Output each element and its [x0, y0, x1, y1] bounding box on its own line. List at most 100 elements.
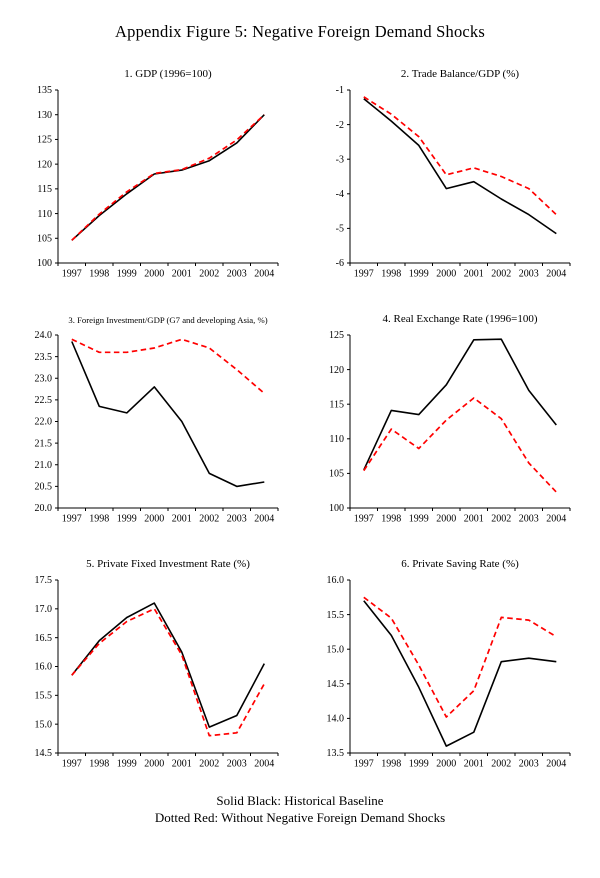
chart-grid: 1. GDP (1996=100) 100 105 110 115 120 125 130 1…: [0, 68, 600, 771]
svg-text:2003: 2003: [519, 514, 539, 525]
chart-real-exchange-rate: 4. Real Exchange Rate (1996=100) 100 105 1…: [312, 313, 580, 526]
svg-text:2004: 2004: [546, 759, 566, 770]
svg-text:2002: 2002: [199, 269, 219, 280]
svg-text:1998: 1998: [381, 269, 401, 280]
svg-text:2002: 2002: [491, 514, 511, 525]
svg-text:1997: 1997: [354, 269, 374, 280]
svg-text:105: 105: [37, 233, 52, 244]
svg-text:2003: 2003: [227, 514, 247, 525]
svg-text:2000: 2000: [436, 269, 456, 280]
svg-text:105: 105: [329, 469, 344, 480]
svg-text:120: 120: [37, 159, 52, 170]
chart-trade-balance: 2. Trade Balance/GDP (%) -6 -5 -4 -3 -2 -1 199…: [312, 68, 580, 281]
svg-text:-4: -4: [336, 189, 344, 200]
svg-text:1997: 1997: [62, 269, 82, 280]
svg-text:2002: 2002: [491, 269, 511, 280]
svg-text:2000: 2000: [144, 759, 164, 770]
legend-baseline-label: Solid Black: Historical Baseline: [216, 793, 384, 808]
chart-private-saving-plot: 13.5 14.0 14.5 15.0 15.5 16.0 1997 1998 1999 2000…: [327, 575, 571, 770]
svg-text:1998: 1998: [89, 514, 109, 525]
svg-text:22.0: 22.0: [35, 417, 53, 428]
svg-text:2003: 2003: [519, 759, 539, 770]
svg-text:2002: 2002: [199, 759, 219, 770]
legend-counterfactual-label: Dotted Red: Without Negative Foreign Dem…: [154, 809, 446, 825]
svg-text:1998: 1998: [381, 514, 401, 525]
svg-text:115: 115: [37, 184, 52, 195]
figure-page: Appendix Figure 5: Negative Foreign Dema…: [0, 22, 600, 878]
svg-text:21.5: 21.5: [35, 438, 53, 449]
svg-text:2000: 2000: [436, 514, 456, 525]
svg-text:130: 130: [37, 110, 52, 121]
svg-text:15.0: 15.0: [35, 719, 53, 730]
svg-text:2004: 2004: [254, 759, 274, 770]
svg-text:22.5: 22.5: [35, 395, 53, 406]
svg-text:1999: 1999: [117, 514, 137, 525]
svg-text:-5: -5: [336, 224, 344, 235]
chart-real-exchange-rate-plot: 100 105 110 115 120 125 1997 1998 1999 2000 2001 20…: [329, 330, 571, 525]
svg-text:23.0: 23.0: [35, 373, 53, 384]
chart-private-saving: 6. Private Saving Rate (%) 13.5 14.0 14.5 1…: [312, 558, 580, 771]
svg-text:2004: 2004: [254, 269, 274, 280]
svg-text:16.0: 16.0: [35, 662, 53, 673]
svg-text:-2: -2: [336, 120, 344, 131]
svg-text:1998: 1998: [381, 759, 401, 770]
svg-text:14.0: 14.0: [327, 714, 345, 725]
svg-text:1998: 1998: [89, 759, 109, 770]
svg-text:1998: 1998: [89, 269, 109, 280]
svg-text:21.0: 21.0: [35, 460, 53, 471]
svg-text:16.5: 16.5: [35, 633, 53, 644]
svg-text:2004: 2004: [546, 269, 566, 280]
svg-text:2003: 2003: [227, 759, 247, 770]
chart-gdp-title: 1. GDP (1996=100): [124, 68, 212, 80]
chart-real-exchange-rate-title: 4. Real Exchange Rate (1996=100): [382, 313, 538, 325]
chart-trade-balance-title: 2. Trade Balance/GDP (%): [400, 68, 520, 80]
svg-text:115: 115: [329, 399, 344, 410]
svg-text:110: 110: [329, 434, 344, 445]
svg-text:2001: 2001: [172, 759, 192, 770]
figure-title: Appendix Figure 5: Negative Foreign Dema…: [115, 22, 485, 41]
chart-trade-balance-plot: -6 -5 -4 -3 -2 -1 1997 1998 1999 2000 2001 2002 2003…: [336, 85, 571, 280]
chart-private-saving-title: 6. Private Saving Rate (%): [401, 558, 519, 570]
chart-private-fixed-investment-plot: 14.5 15.0 15.5 16.0 16.5 17.0 17.5 1997 1998 1999…: [35, 575, 279, 770]
chart-foreign-investment: 3. Foreign Investment/GDP (G7 and develo…: [20, 313, 288, 526]
svg-text:2003: 2003: [227, 269, 247, 280]
svg-text:23.5: 23.5: [35, 352, 53, 363]
svg-text:14.5: 14.5: [35, 748, 53, 759]
svg-text:2000: 2000: [144, 269, 164, 280]
svg-text:125: 125: [329, 330, 344, 341]
svg-text:14.5: 14.5: [327, 679, 345, 690]
svg-text:1999: 1999: [117, 269, 137, 280]
svg-text:2002: 2002: [491, 759, 511, 770]
svg-text:2002: 2002: [199, 514, 219, 525]
svg-text:120: 120: [329, 365, 344, 376]
svg-text:15.5: 15.5: [327, 610, 345, 621]
svg-text:125: 125: [37, 135, 52, 146]
chart-foreign-investment-title: 3. Foreign Investment/GDP (G7 and develo…: [68, 315, 268, 325]
svg-text:2000: 2000: [144, 514, 164, 525]
svg-text:1999: 1999: [409, 514, 429, 525]
svg-text:13.5: 13.5: [327, 748, 345, 759]
svg-text:16.0: 16.0: [327, 575, 345, 586]
chart-gdp-plot: 100 105 110 115 120 125 130 135 1997 1998 1999 2000…: [37, 85, 279, 280]
svg-text:1999: 1999: [409, 759, 429, 770]
svg-text:110: 110: [37, 209, 52, 220]
chart-foreign-investment-plot: 20.0 20.5 21.0 21.5 22.0 22.5 23.0 23.5 24.0 1997…: [35, 330, 279, 525]
svg-text:2001: 2001: [464, 514, 484, 525]
svg-text:100: 100: [37, 258, 52, 269]
svg-text:17.5: 17.5: [35, 575, 53, 586]
svg-text:15.0: 15.0: [327, 644, 345, 655]
svg-text:2004: 2004: [254, 514, 274, 525]
svg-text:-3: -3: [336, 154, 344, 165]
svg-text:15.5: 15.5: [35, 691, 53, 702]
svg-text:2000: 2000: [436, 759, 456, 770]
svg-text:1997: 1997: [354, 514, 374, 525]
svg-text:1999: 1999: [409, 269, 429, 280]
chart-private-fixed-investment-title: 5. Private Fixed Investment Rate (%): [86, 558, 250, 570]
svg-text:2001: 2001: [172, 514, 192, 525]
svg-text:20.0: 20.0: [35, 503, 53, 514]
svg-text:1997: 1997: [354, 759, 374, 770]
svg-text:100: 100: [329, 503, 344, 514]
chart-gdp: 1. GDP (1996=100) 100 105 110 115 120 125 130 1…: [20, 68, 288, 281]
svg-text:1999: 1999: [117, 759, 137, 770]
svg-text:1997: 1997: [62, 759, 82, 770]
